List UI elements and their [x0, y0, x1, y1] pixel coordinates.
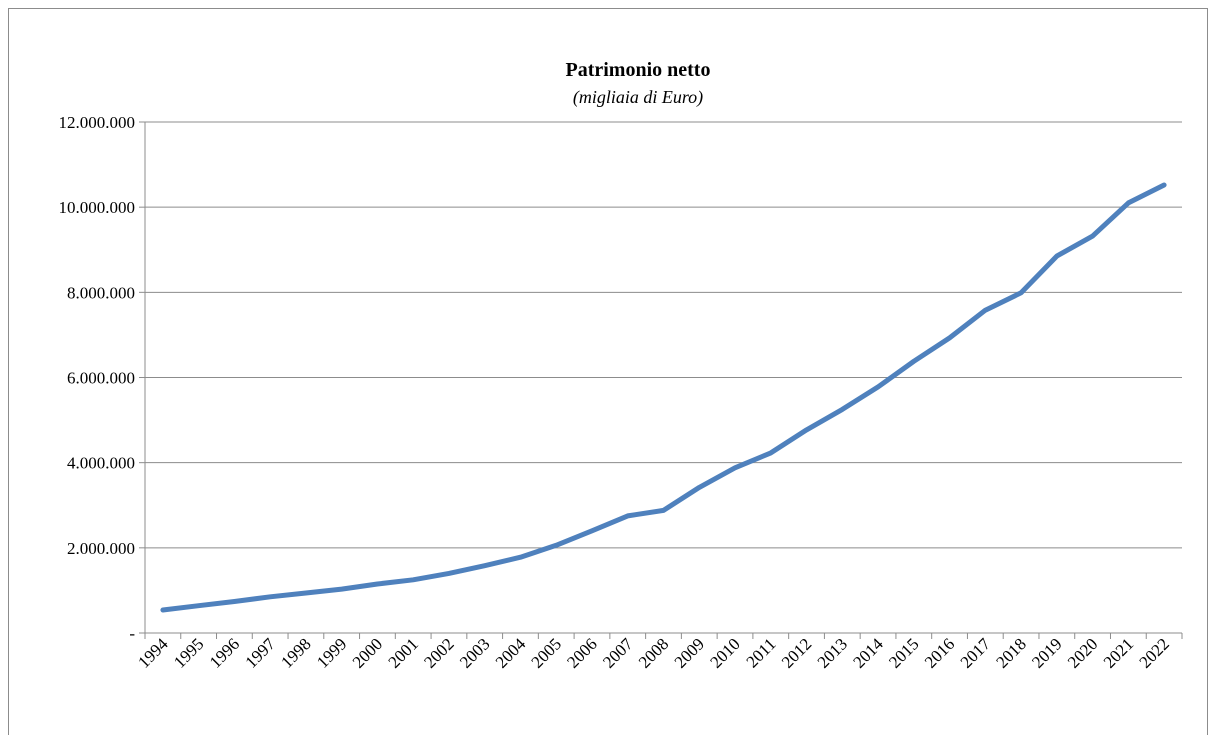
x-tick-label: 1995 [170, 634, 207, 671]
series-layer [160, 182, 1167, 613]
y-tick-label: 10.000.000 [59, 198, 136, 217]
chart-frame [8, 8, 1208, 735]
x-tick-label: 2002 [420, 634, 457, 671]
x-tick-label: 1998 [277, 634, 314, 671]
gridlines [145, 121, 1182, 549]
y-tick-label: 4.000.000 [67, 454, 135, 473]
y-tick-label: - [129, 624, 135, 643]
x-tick-label: 1994 [134, 634, 172, 672]
x-tick-label: 1997 [242, 634, 280, 672]
x-axis: 1994199519961997199819992000200120022003… [134, 632, 1183, 672]
y-tick-label: 8.000.000 [67, 283, 135, 302]
x-tick-label: 2003 [456, 634, 493, 671]
x-tick-label: 2022 [1135, 634, 1172, 671]
x-tick-label: 2012 [778, 634, 815, 671]
x-tick-label: 2017 [957, 634, 995, 672]
y-tick-label: 12.000.000 [59, 113, 136, 132]
x-tick-label: 1999 [313, 634, 350, 671]
x-tick-label: 2006 [563, 634, 600, 671]
y-tick-label: 6.000.000 [67, 369, 135, 388]
x-tick-label: 2013 [814, 634, 851, 671]
x-tick-label: 2015 [885, 634, 922, 671]
x-tick-label: 2001 [385, 634, 422, 671]
x-tick-label: 2004 [492, 634, 530, 672]
x-tick-label: 2005 [528, 634, 565, 671]
x-tick-label: 2008 [635, 634, 672, 671]
x-tick-label: 2007 [599, 634, 637, 672]
x-tick-label: 2010 [706, 634, 743, 671]
x-tick-label: 1996 [206, 634, 243, 671]
x-tick-label: 2014 [849, 634, 887, 672]
x-tick-label: 2009 [671, 634, 708, 671]
x-tick-label: 2016 [921, 634, 958, 671]
x-tick-label: 2019 [1028, 634, 1065, 671]
series-line [160, 182, 1167, 613]
x-tick-label: 2018 [992, 634, 1029, 671]
x-tick-label: 2011 [743, 634, 780, 671]
y-tick-label: 2.000.000 [67, 539, 135, 558]
x-tick-label: 2000 [349, 634, 386, 671]
chart-title: Patrimonio netto [566, 59, 711, 81]
y-axis: - 2.000.000 4.000.000 6.000.000 8.000.000 10.… [59, 113, 146, 643]
x-tick-label: 2020 [1064, 634, 1101, 671]
x-tick-label: 2021 [1100, 634, 1137, 671]
chart-subtitle: (migliaia di Euro) [573, 87, 703, 108]
